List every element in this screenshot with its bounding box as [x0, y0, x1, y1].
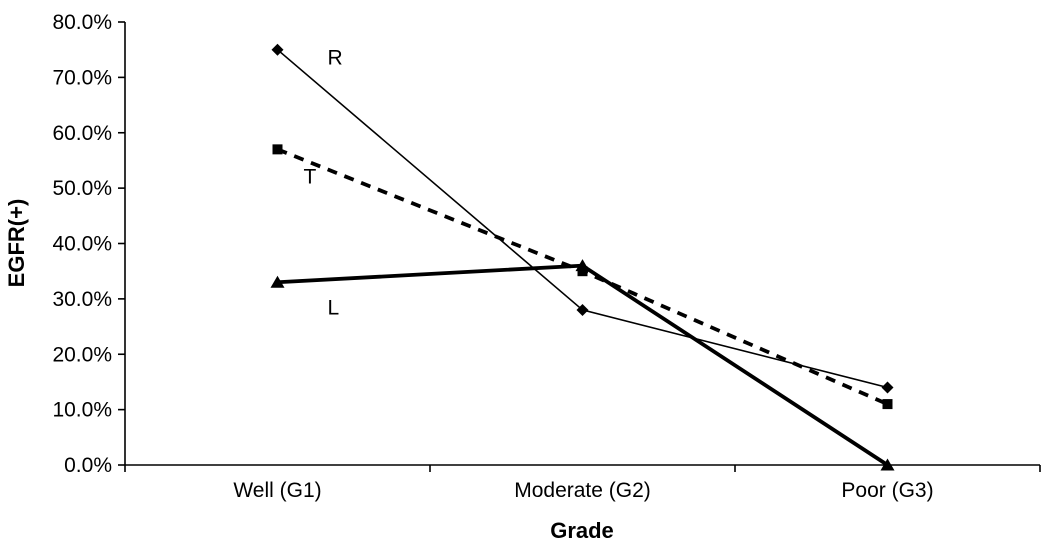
y-tick-label: 60.0%: [52, 122, 112, 145]
series-l-marker-triangle: [575, 259, 590, 272]
series-t-marker-square: [882, 399, 893, 410]
y-tick-label: 50.0%: [52, 177, 112, 200]
series-l-marker-triangle: [880, 458, 895, 471]
series-r-label: R: [328, 47, 343, 70]
y-tick-label: 0.0%: [64, 454, 112, 477]
x-tick-label: Moderate (G2): [514, 479, 651, 502]
x-tick-label: Poor (G3): [841, 479, 933, 502]
x-tick-label: Well (G1): [233, 479, 321, 502]
y-axis-title: EGFR(+): [4, 199, 29, 288]
series-l-label: L: [328, 296, 340, 319]
y-tick-label: 40.0%: [52, 233, 112, 256]
y-tick-label: 10.0%: [52, 399, 112, 422]
series-r-marker-diamond: [576, 303, 589, 316]
plot-area: 0.0% 10.0% 20.0% 30.0% 40.0% 50.0% 60.0% 70.0% 8…: [52, 11, 1041, 502]
series-t-label: T: [304, 165, 317, 188]
y-tick-label: 80.0%: [52, 11, 112, 34]
y-tick-label: 30.0%: [52, 288, 112, 311]
y-tick-label: 70.0%: [52, 66, 112, 89]
series-r-line: [276, 49, 888, 389]
series-l-marker-triangle: [270, 275, 285, 288]
y-tick-label: 20.0%: [52, 343, 112, 366]
series-t-marker-square: [577, 266, 588, 277]
x-axis-title: Grade: [550, 518, 614, 543]
series-r-marker-diamond: [271, 43, 284, 56]
series-t-marker-square: [272, 144, 283, 155]
series-r-marker-diamond: [881, 381, 894, 394]
